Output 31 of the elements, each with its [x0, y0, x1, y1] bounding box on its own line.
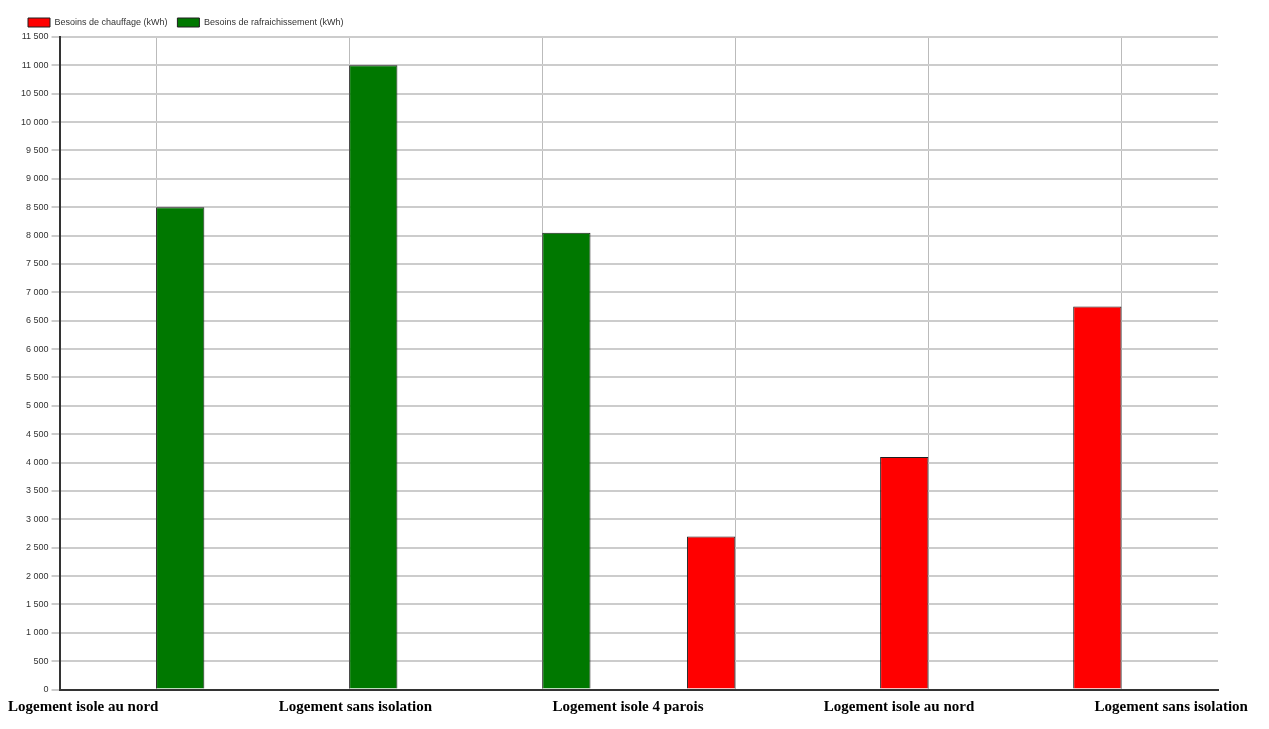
y-tick-label: 7 500 — [26, 258, 49, 269]
y-tick-label: 6 000 — [26, 343, 49, 354]
y-tick-label: 7 000 — [26, 286, 49, 297]
legend-label: Besoins de chauffage (kWh) — [54, 16, 168, 27]
text: Logement isole 4 parois — [552, 698, 704, 715]
y-tick-label: 11 500 — [21, 31, 49, 42]
y-tick-label: 500 — [33, 655, 49, 666]
y-tick-label: 1 000 — [26, 627, 49, 638]
y-tick-label: 1 500 — [26, 598, 49, 609]
y-tick-label: 9 500 — [26, 144, 49, 155]
y-tick-label: 4 500 — [26, 428, 49, 439]
y-tick-label: 9 000 — [26, 173, 49, 184]
y-tick-label: 2 500 — [26, 542, 49, 553]
y-tick-label: 3 500 — [26, 485, 49, 496]
text: Logement isole au nord — [823, 698, 975, 715]
y-tick-label: 8 500 — [26, 201, 49, 212]
text: Logement sans isolation — [1094, 698, 1248, 715]
y-tick-label: 8 000 — [26, 230, 49, 241]
y-tick-label: 11 000 — [21, 59, 49, 70]
y-tick-label: 6 500 — [26, 315, 49, 326]
y-tick-label: 0 — [43, 684, 49, 695]
text: Logement isole au nord — [8, 698, 159, 715]
y-tick-label: 10 500 — [21, 88, 49, 99]
y-tick-label: 10 000 — [21, 116, 49, 127]
y-tick-label: 3 000 — [26, 513, 49, 524]
text: Logement sans isolation — [278, 698, 433, 715]
y-tick-label: 4 000 — [26, 457, 49, 468]
y-tick-label: 5 500 — [26, 371, 49, 382]
y-tick-label: 2 000 — [26, 570, 49, 581]
legend-label: Besoins de rafraichissement (kWh) — [203, 16, 344, 27]
y-tick-label: 5 000 — [26, 400, 49, 411]
